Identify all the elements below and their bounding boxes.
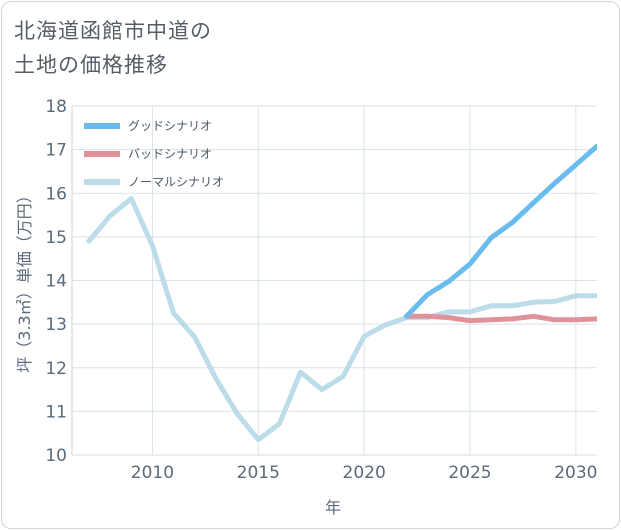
x-tick-label: 2010 <box>131 463 174 483</box>
y-tick-label: 13 <box>45 315 67 335</box>
title-line-1: 北海道函館市中道の <box>14 19 212 43</box>
y-axis-ticks: 10 11 12 13 14 15 16 17 18 <box>45 97 67 466</box>
title-line-2: 土地の価格推移 <box>14 53 168 77</box>
y-tick-label: 14 <box>45 272 67 292</box>
y-tick-label: 17 <box>45 141 67 161</box>
legend-label: バッドシナリオ <box>128 147 212 161</box>
x-tick-label: 2020 <box>343 463 386 483</box>
y-tick-label: 12 <box>45 359 67 379</box>
y-tick-label: 11 <box>45 402 67 422</box>
series-lines <box>86 143 597 443</box>
series-line-3 <box>86 196 597 443</box>
y-tick-label: 18 <box>45 97 67 117</box>
y-tick-label: 10 <box>45 446 67 466</box>
chart-title: 北海道函館市中道の 土地の価格推移 <box>14 14 212 82</box>
x-tick-label: 2025 <box>448 463 491 483</box>
y-axis-title: 坪（3.3㎡）単価（万円） <box>15 187 34 372</box>
y-tick-label: 15 <box>45 228 67 248</box>
y-tick-label: 16 <box>45 184 67 204</box>
grid <box>72 105 597 456</box>
series-line-2 <box>404 313 597 324</box>
legend-label: グッドシナリオ <box>128 119 212 133</box>
x-tick-label: 2015 <box>237 463 280 483</box>
x-axis-title: 年 <box>325 498 341 517</box>
x-tick-label: 2030 <box>554 463 597 483</box>
x-axis-ticks: 2010 2015 2020 2025 2030 <box>131 463 598 483</box>
legend-label: ノーマルシナリオ <box>128 175 224 189</box>
series-line-1 <box>404 143 597 319</box>
